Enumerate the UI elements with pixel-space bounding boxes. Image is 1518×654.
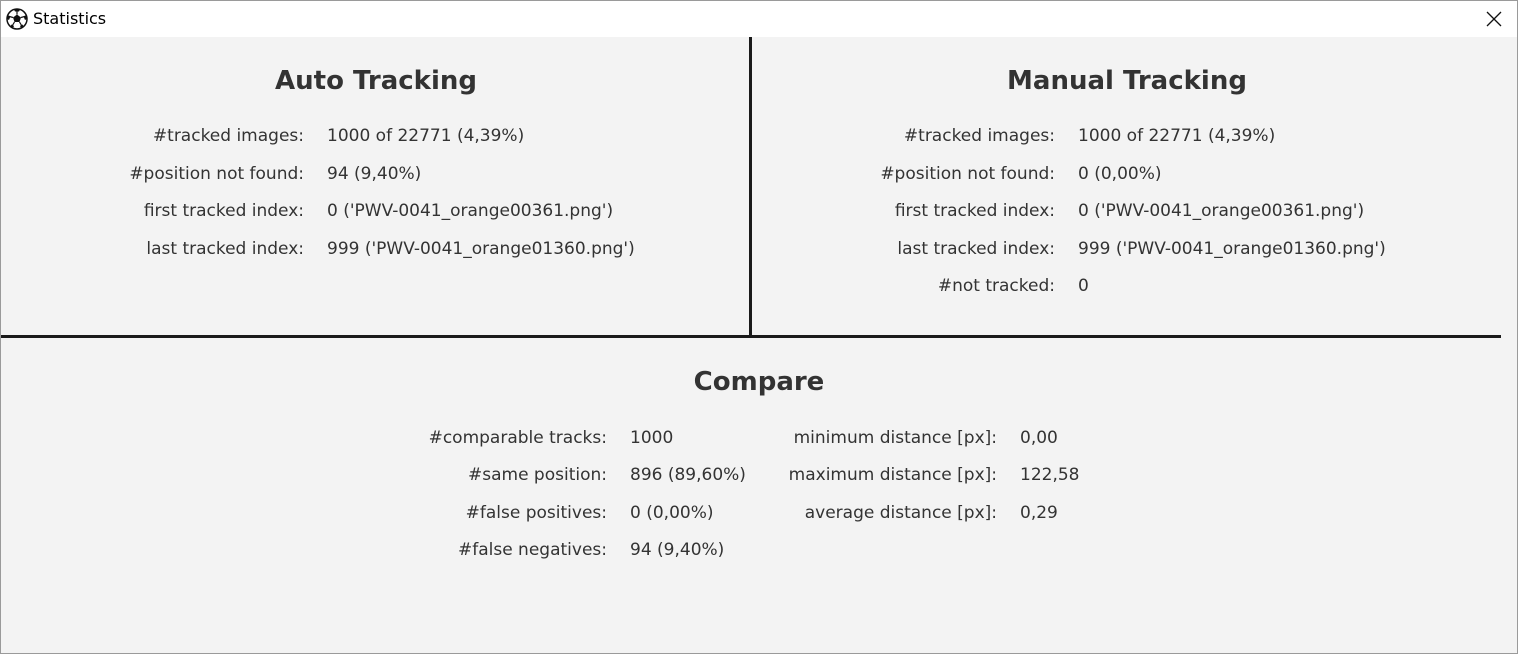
auto-first-tracked-index-value: 0 ('PWV-0041_orange00361.png') (327, 201, 614, 221)
comparable-tracks-value: 1000 (630, 428, 674, 448)
close-icon (1486, 11, 1502, 27)
auto-position-not-found-value: 94 (9,40%) (327, 164, 422, 184)
manual-position-not-found-label: #position not found: (880, 164, 1055, 184)
average-distance-label: average distance [px]: (804, 503, 997, 523)
maximum-distance-label: maximum distance [px]: (788, 465, 997, 485)
false-negatives-label: #false negatives: (457, 540, 607, 560)
false-positives-label: #false positives: (465, 503, 607, 523)
same-position-label: #same position: (467, 465, 607, 485)
auto-last-tracked-index-label: last tracked index: (146, 239, 304, 259)
manual-tracking-title: Manual Tracking (1007, 66, 1247, 96)
manual-position-not-found-value: 0 (0,00%) (1078, 164, 1162, 184)
average-distance-value: 0,29 (1020, 503, 1058, 523)
auto-last-tracked-index-value: 999 ('PWV-0041_orange01360.png') (327, 239, 635, 259)
close-button[interactable] (1471, 1, 1517, 37)
statistics-content: Auto Tracking #tracked images: 1000 of 2… (1, 37, 1517, 653)
false-negatives-value: 94 (9,40%) (630, 540, 725, 560)
manual-not-tracked-value: 0 (1078, 276, 1089, 296)
vertical-divider (749, 37, 752, 336)
manual-last-tracked-index-label: last tracked index: (897, 239, 1055, 259)
false-positives-value: 0 (0,00%) (630, 503, 714, 523)
soccer-ball-icon (6, 8, 28, 30)
auto-first-tracked-index-label: first tracked index: (143, 201, 304, 221)
auto-tracked-images-value: 1000 of 22771 (4,39%) (327, 126, 525, 146)
title-bar[interactable]: Statistics (1, 1, 1517, 37)
manual-not-tracked-label: #not tracked: (937, 276, 1055, 296)
minimum-distance-label: minimum distance [px]: (793, 428, 997, 448)
manual-last-tracked-index-value: 999 ('PWV-0041_orange01360.png') (1078, 239, 1386, 259)
window-title: Statistics (33, 9, 107, 28)
minimum-distance-value: 0,00 (1020, 428, 1058, 448)
maximum-distance-value: 122,58 (1020, 465, 1080, 485)
manual-tracked-images-value: 1000 of 22771 (4,39%) (1078, 126, 1276, 146)
compare-title: Compare (693, 367, 825, 397)
auto-position-not-found-label: #position not found: (129, 164, 304, 184)
manual-first-tracked-index-value: 0 ('PWV-0041_orange00361.png') (1078, 201, 1365, 221)
auto-tracking-title: Auto Tracking (275, 66, 477, 96)
manual-first-tracked-index-label: first tracked index: (894, 201, 1055, 221)
auto-tracked-images-label: #tracked images: (152, 126, 304, 146)
same-position-value: 896 (89,60%) (630, 465, 746, 485)
comparable-tracks-label: #comparable tracks: (428, 428, 607, 448)
horizontal-divider (1, 335, 1501, 338)
manual-tracked-images-label: #tracked images: (903, 126, 1055, 146)
